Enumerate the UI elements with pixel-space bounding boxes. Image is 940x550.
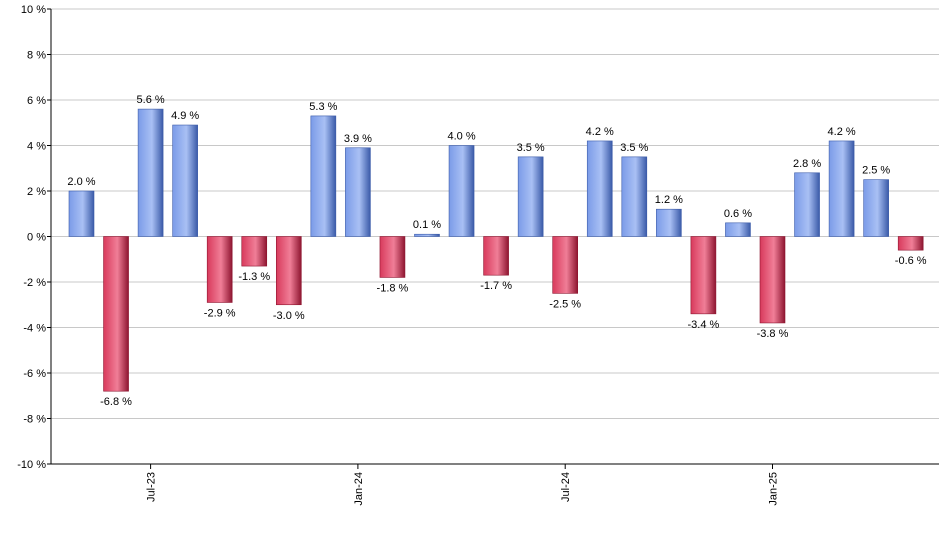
data-label: 2.0 %: [67, 176, 95, 188]
data-label: 2.8 %: [793, 158, 821, 170]
bar: [829, 141, 854, 237]
bar: [415, 234, 440, 236]
bar: [691, 237, 716, 314]
bar: [138, 109, 163, 236]
bar: [518, 157, 543, 237]
data-label: 3.9 %: [344, 133, 372, 145]
data-label: 5.3 %: [309, 101, 337, 113]
y-tick-label: -4 %: [23, 323, 46, 335]
data-label: 5.6 %: [137, 94, 165, 106]
bar: [587, 141, 612, 237]
bars: [69, 109, 923, 391]
data-label: -1.3 %: [238, 271, 270, 283]
data-label: 3.5 %: [620, 142, 648, 154]
y-tick-label: -10 %: [17, 459, 46, 471]
x-tick-label: Jan-25: [768, 472, 780, 506]
data-label: 0.1 %: [413, 219, 441, 231]
bar: [622, 157, 647, 237]
data-label: -0.6 %: [895, 255, 927, 267]
data-label: 4.0 %: [447, 131, 475, 143]
bar: [656, 209, 681, 236]
x-axis-ticks: Jul-23 Jan-24 Jul-24 Jan-25: [146, 464, 780, 506]
y-tick-label: 2 %: [27, 186, 46, 198]
y-tick-label: 6 %: [27, 95, 46, 107]
bar: [864, 180, 889, 237]
y-tick-label: 8 %: [27, 50, 46, 62]
data-label: -3.8 %: [757, 328, 789, 340]
y-tick-label: 4 %: [27, 141, 46, 153]
bar: [553, 237, 578, 294]
data-label: 4.2 %: [586, 126, 614, 138]
y-axis-ticks: 10 % 8 % 6 % 4 % 2 % 0 % -2 % -4 % -6 % -8 % -10 %: [17, 4, 51, 471]
bar: [311, 116, 336, 237]
data-label: -3.0 %: [273, 310, 305, 322]
bar: [69, 191, 94, 237]
data-label: 4.9 %: [171, 110, 199, 122]
bar: [795, 173, 820, 237]
bar: [484, 237, 509, 276]
bar: [104, 237, 129, 392]
bar: [345, 148, 370, 237]
bar: [207, 237, 232, 303]
data-label: -2.9 %: [204, 307, 236, 319]
y-tick-label: 0 %: [27, 232, 46, 244]
bar: [380, 237, 405, 278]
y-tick-label: -2 %: [23, 277, 46, 289]
data-label: -3.4 %: [688, 319, 720, 331]
y-tick-label: 10 %: [21, 4, 46, 16]
data-label: 1.2 %: [655, 194, 683, 206]
x-tick-label: Jan-24: [353, 472, 365, 506]
x-tick-label: Jul-23: [146, 472, 158, 502]
data-label: -2.5 %: [549, 298, 581, 310]
bar: [760, 237, 785, 323]
y-tick-label: -8 %: [23, 414, 46, 426]
x-tick-label: Jul-24: [560, 472, 572, 502]
data-label: 2.5 %: [862, 165, 890, 177]
bar: [242, 237, 267, 267]
data-label: -6.8 %: [100, 396, 132, 408]
bar: [173, 125, 198, 236]
y-tick-label: -6 %: [23, 368, 46, 380]
data-label: 3.5 %: [517, 142, 545, 154]
data-label: 4.2 %: [828, 126, 856, 138]
data-label: 0.6 %: [724, 208, 752, 220]
bar: [276, 237, 301, 305]
bar: [449, 146, 474, 237]
bar: [725, 223, 750, 237]
data-label: -1.7 %: [480, 280, 512, 292]
data-label: -1.8 %: [377, 282, 409, 294]
bar: [898, 237, 923, 251]
